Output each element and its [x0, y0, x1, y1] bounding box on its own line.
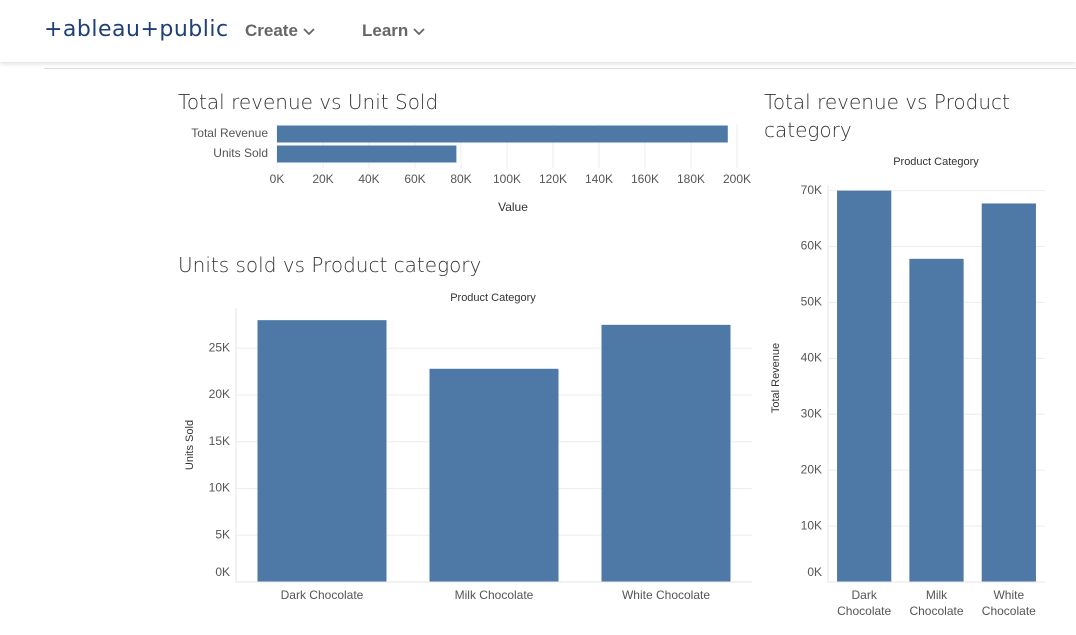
y-axis-label: Total Revenue [770, 343, 782, 413]
y-tick-label: 50K [801, 295, 822, 309]
logo[interactable]: +ableau+public [44, 17, 229, 42]
x-tick-label: 140K [585, 172, 613, 186]
y-tick-label: 30K [801, 406, 822, 420]
nav-label: Learn [362, 21, 409, 40]
nav-bar: +ableau+public Create Learn [0, 0, 1076, 62]
bar [429, 368, 559, 582]
y-tick-label: 0K [215, 565, 230, 579]
x-tick-label: 40K [358, 172, 379, 186]
y-tick-label: 0K [807, 565, 822, 579]
y-tick-label: 25K [209, 340, 230, 354]
bar [601, 324, 731, 582]
y-tick-label: 40K [801, 351, 822, 365]
y-tick-label: Units Sold [213, 146, 268, 160]
x-tick-label: 20K [312, 172, 333, 186]
nav-label: Create [245, 21, 298, 40]
x-tick-label: 200K [723, 172, 751, 186]
divider [44, 68, 1076, 69]
y-tick-label: 60K [801, 239, 822, 253]
y-tick-label: Total Revenue [191, 126, 268, 140]
chart-title: Units sold vs Product category [178, 253, 482, 277]
y-tick-label: 10K [801, 518, 822, 532]
x-tick-label: 0K [270, 172, 285, 186]
x-tick-label: 120K [539, 172, 567, 186]
x-axis-header: Product Category [450, 292, 536, 304]
x-tick-label: Dark Chocolate [837, 588, 892, 618]
bar [277, 125, 728, 143]
bar [277, 145, 457, 163]
x-tick-label: Milk Chocolate [909, 588, 964, 618]
x-axis-header: Product Category [893, 156, 979, 168]
x-tick-label: Dark Chocolate [281, 588, 364, 602]
bar [257, 320, 387, 582]
y-tick-label: 5K [215, 527, 230, 541]
chevron [303, 27, 315, 35]
nav-create[interactable]: Create [245, 21, 316, 41]
x-tick-label: 100K [493, 172, 521, 186]
x-tick-label: 80K [450, 172, 471, 186]
y-tick-label: 20K [209, 387, 230, 401]
chevron [413, 27, 425, 35]
x-tick-label: 60K [404, 172, 425, 186]
x-tick-label: White Chocolate [622, 588, 710, 602]
y-tick-label: 10K [209, 481, 230, 495]
x-axis-label: Value [498, 200, 528, 214]
bar [837, 190, 892, 582]
y-tick-label: 15K [209, 434, 230, 448]
x-tick-label: 180K [677, 172, 705, 186]
nav-learn[interactable]: Learn [362, 21, 426, 41]
x-tick-label: Milk Chocolate [455, 588, 534, 602]
chart-title: Total revenue vs Unit Sold [178, 90, 439, 114]
bar [909, 258, 964, 582]
x-tick-label: 160K [631, 172, 659, 186]
y-axis-label: Units Sold [184, 420, 196, 470]
bar [981, 203, 1036, 582]
x-tick-label: White Chocolate [981, 588, 1036, 618]
chart-title: Total revenue vs Product category [764, 90, 1010, 142]
y-tick-label: 20K [801, 462, 822, 476]
y-tick-label: 70K [801, 183, 822, 197]
